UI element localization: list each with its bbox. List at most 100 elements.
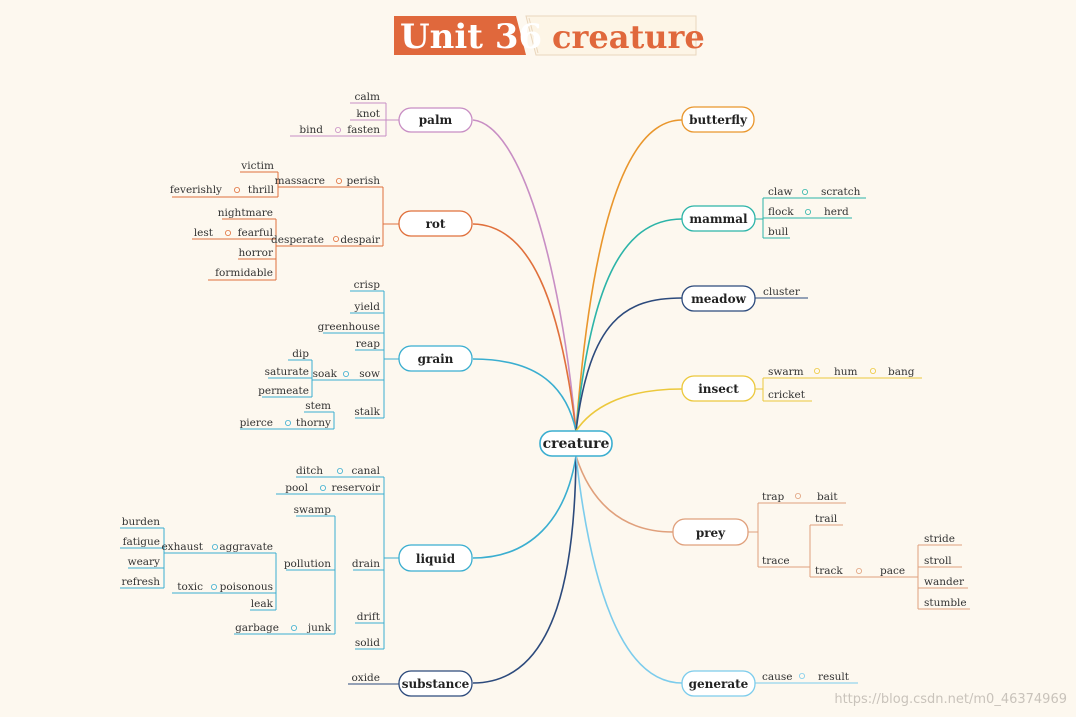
leaf-liquid-ditch: ditch [296, 465, 323, 477]
leaf-liquid-drift: drift [357, 611, 381, 623]
node-palm[interactable]: palm [399, 108, 472, 132]
leaf-grain-saturate: saturate [265, 366, 309, 378]
leaf-liquid-solid: solid [355, 637, 380, 649]
leaf-insect-cricket: cricket [768, 389, 806, 401]
node-label: meadow [691, 292, 747, 306]
leaf-grain-stalk: stalk [354, 406, 380, 418]
node-label: insect [698, 382, 739, 396]
center-label: creature [543, 436, 610, 452]
unit-word: creature [552, 18, 705, 56]
connector-dot [291, 625, 296, 630]
leaf-prey-track: track [815, 565, 843, 577]
connector-dot [856, 568, 861, 573]
leaf-rot-perish: perish [347, 175, 381, 187]
leaf-liquid-swamp: swamp [294, 504, 332, 516]
leaf-rot-fearful: fearful [238, 227, 274, 239]
node-meadow[interactable]: meadow [682, 286, 755, 311]
leaf-rot-desperate: desperate [271, 234, 324, 246]
leaf-liquid-refresh: refresh [121, 576, 160, 588]
unit-title: Unit 36 [400, 17, 542, 57]
leaf-liquid-garbage: garbage [235, 622, 279, 634]
node-prey[interactable]: prey [673, 519, 748, 545]
leaf-liquid-canal: canal [351, 465, 380, 477]
node-label: grain [418, 352, 454, 366]
connector-dot [234, 187, 239, 192]
leaf-liquid-pollution: pollution [284, 558, 331, 570]
leaf-rot-thrill: thrill [248, 184, 275, 196]
connector-dot [814, 368, 819, 373]
leaf-mammal-herd: herd [824, 206, 849, 218]
node-label: palm [419, 113, 453, 127]
leaf-liquid-leak: leak [251, 598, 274, 610]
leaf-insect-hum: hum [834, 366, 858, 378]
leaf-liquid-aggravate: aggravate [219, 541, 273, 553]
leaf-rot-lest: lest [194, 227, 214, 239]
title-banner: Unit 36 creature [394, 16, 705, 57]
leaf-liquid-junk: junk [306, 622, 332, 634]
connector-dot [211, 584, 216, 589]
leaf-grain-thorny: thorny [296, 417, 331, 429]
leaf-mammal-scratch: scratch [821, 186, 861, 198]
leaf-grain-stem: stem [305, 400, 331, 412]
leaf-grain-permeate: permeate [258, 385, 309, 397]
node-grain[interactable]: grain [399, 346, 472, 371]
node-substance[interactable]: substance [399, 671, 472, 696]
connector-dot [802, 189, 807, 194]
leaf-grain-soak: soak [313, 368, 338, 380]
leaf-liquid-burden: burden [122, 516, 160, 528]
watermark: https://blog.csdn.net/m0_46374969 [834, 692, 1067, 707]
leaf-rot-victim: victim [240, 160, 274, 172]
leaf-liquid-drain: drain [352, 558, 380, 570]
leaf-palm-calm: calm [355, 91, 380, 103]
leaf-liquid-toxic: toxic [177, 581, 203, 593]
leaf-prey-stride: stride [924, 533, 955, 545]
branch-nodes: palm rot grain liquid substance butterfl… [399, 107, 755, 696]
leaf-mammal-flock: flock [768, 206, 794, 218]
connector-dot [225, 230, 230, 235]
connector-dot [870, 368, 875, 373]
leaf-grain-sow: sow [359, 368, 380, 380]
leaf-prey-bait: bait [817, 491, 838, 503]
node-label: butterfly [689, 113, 748, 127]
leaf-rot-feverishly: feverishly [170, 184, 222, 196]
node-label: prey [696, 526, 726, 540]
leaf-substance-oxide: oxide [351, 672, 380, 684]
leaf-palm-fasten: fasten [347, 124, 380, 136]
leaf-grain-reap: reap [356, 338, 380, 350]
leaf-prey-trap: trap [762, 491, 784, 503]
node-rot[interactable]: rot [399, 211, 472, 236]
node-label: mammal [689, 212, 748, 226]
connector-dot [320, 485, 325, 490]
node-insect[interactable]: insect [682, 376, 755, 401]
node-label: generate [689, 677, 749, 691]
connector-dot [799, 673, 804, 678]
connector-dot [333, 236, 338, 241]
node-label: liquid [416, 552, 456, 566]
connector-dot [337, 468, 342, 473]
leaf-palm-bind: bind [299, 124, 323, 136]
leaf-mammal-claw: claw [768, 186, 793, 198]
node-liquid[interactable]: liquid [399, 545, 472, 571]
leaf-prey-stumble: stumble [924, 597, 967, 609]
connector-dot [805, 209, 810, 214]
leaf-rot-horror: horror [239, 247, 274, 259]
node-generate[interactable]: generate [682, 671, 755, 696]
leaf-rot-formidable: formidable [215, 267, 273, 279]
node-mammal[interactable]: mammal [682, 206, 755, 231]
leaf-liquid-fatigue: fatigue [123, 536, 160, 548]
connector-dot [343, 371, 348, 376]
node-butterfly[interactable]: butterfly [682, 107, 754, 132]
leaf-prey-trace: trace [762, 555, 790, 567]
connector-dot [212, 544, 217, 549]
node-label: substance [402, 677, 470, 691]
node-center[interactable]: creature [540, 431, 612, 456]
leaf-grain-dip: dip [292, 348, 309, 360]
leaf-rot-despair: despair [340, 234, 381, 246]
leaf-liquid-reservoir: reservoir [332, 482, 381, 494]
leaf-liquid-weary: weary [128, 556, 160, 568]
leaf-palm-knot: knot [356, 108, 380, 120]
leaf-prey-pace: pace [880, 565, 905, 577]
leaf-rot-massacre: massacre [275, 175, 325, 187]
